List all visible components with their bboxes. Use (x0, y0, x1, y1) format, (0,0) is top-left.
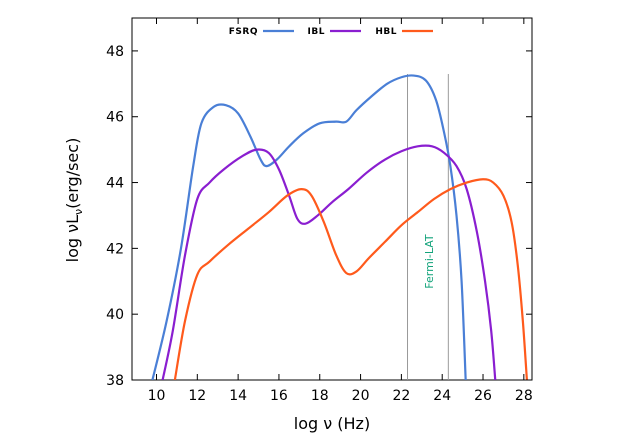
x-axis-label: log ν (Hz) (294, 414, 370, 433)
x-tick-label-28: 28 (515, 388, 533, 404)
plot-frame (131, 17, 533, 381)
x-tick-label-10: 10 (148, 388, 166, 404)
x-tick-label-26: 26 (474, 388, 492, 404)
legend-label-ibl: IBL (308, 27, 325, 37)
series-line-ibl (161, 144, 497, 380)
y-axis-label-tail: (erg/sec) (63, 138, 82, 209)
x-tick-label-16: 16 (270, 388, 288, 404)
annotation-fermi-lat: Fermi-LAT (423, 234, 436, 289)
series-group (151, 74, 528, 380)
y-axis-label: log νLν(erg/sec) (63, 138, 85, 263)
x-tick-label-14: 14 (229, 388, 247, 404)
y-tick-label-46: 46 (106, 110, 124, 126)
y-axis-label-sub: ν (72, 209, 85, 215)
legend: FSRQ IBL HBL (229, 27, 433, 37)
fermi-lat-band (407, 73, 449, 380)
y-axis-label-main: log νL (63, 215, 82, 262)
series-line-fsrq (151, 74, 467, 380)
legend-label-fsrq: FSRQ (229, 27, 258, 37)
x-tick-label-22: 22 (392, 388, 410, 404)
y-tick-label-44: 44 (106, 176, 124, 192)
y-tick-label-48: 48 (106, 44, 124, 60)
x-tick-label-18: 18 (311, 388, 329, 404)
x-tick-label-12: 12 (188, 388, 206, 404)
y-tick-label-38: 38 (106, 373, 124, 389)
axis-ticks: 10 12 14 16 18 20 22 24 26 28 38 40 42 44 46 48 (106, 18, 533, 404)
legend-label-hbl: HBL (375, 27, 397, 37)
y-tick-label-42: 42 (106, 241, 124, 257)
x-tick-label-20: 20 (352, 388, 370, 404)
series-line-hbl (173, 178, 528, 380)
y-tick-label-40: 40 (106, 307, 124, 323)
x-tick-label-24: 24 (433, 388, 451, 404)
